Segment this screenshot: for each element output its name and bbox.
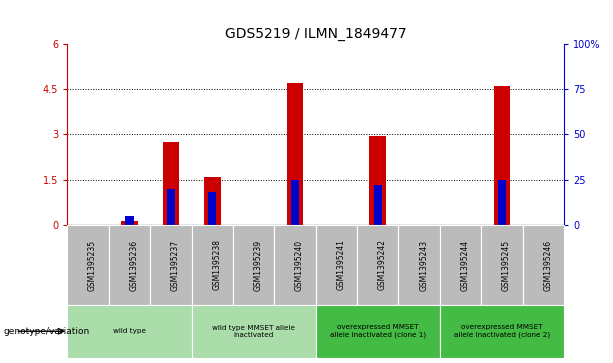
Text: GSM1395243: GSM1395243 bbox=[419, 240, 428, 290]
Text: GSM1395237: GSM1395237 bbox=[171, 240, 180, 290]
Text: GSM1395244: GSM1395244 bbox=[460, 240, 470, 290]
Bar bbox=[374, 185, 382, 225]
Text: GSM1395239: GSM1395239 bbox=[254, 240, 262, 290]
Text: GSM1395241: GSM1395241 bbox=[337, 240, 345, 290]
Bar bbox=[204, 177, 221, 225]
Text: GSM1395242: GSM1395242 bbox=[378, 240, 387, 290]
Text: wild type: wild type bbox=[113, 328, 146, 334]
Text: GSM1395245: GSM1395245 bbox=[502, 240, 511, 290]
Bar bbox=[498, 180, 506, 225]
Bar bbox=[121, 220, 138, 225]
Text: GSM1395236: GSM1395236 bbox=[129, 240, 139, 290]
Text: GSM1395246: GSM1395246 bbox=[543, 240, 552, 290]
Title: GDS5219 / ILMN_1849477: GDS5219 / ILMN_1849477 bbox=[225, 27, 406, 41]
Text: wild type MMSET allele
inactivated: wild type MMSET allele inactivated bbox=[212, 325, 295, 338]
Bar bbox=[126, 216, 134, 225]
Text: genotype/variation: genotype/variation bbox=[3, 327, 89, 336]
Text: GSM1395235: GSM1395235 bbox=[88, 240, 97, 290]
Bar bbox=[287, 83, 303, 225]
Text: GSM1395238: GSM1395238 bbox=[212, 240, 221, 290]
Bar bbox=[370, 136, 386, 225]
Bar bbox=[291, 180, 299, 225]
Bar bbox=[167, 189, 175, 225]
Text: overexpressed MMSET
allele inactivated (clone 2): overexpressed MMSET allele inactivated (… bbox=[454, 325, 550, 338]
Text: overexpressed MMSET
allele inactivated (clone 1): overexpressed MMSET allele inactivated (… bbox=[330, 325, 426, 338]
Bar bbox=[208, 192, 216, 225]
Bar bbox=[162, 142, 179, 225]
Text: GSM1395240: GSM1395240 bbox=[295, 240, 304, 290]
Bar bbox=[493, 86, 510, 225]
